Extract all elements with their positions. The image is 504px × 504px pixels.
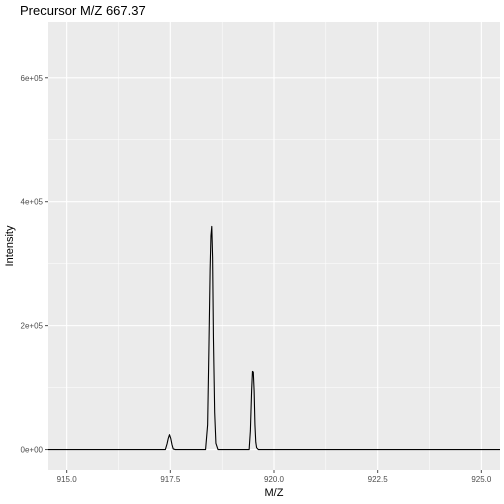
major-gridlines [48,22,500,470]
x-tick-label: 922.5 [368,475,389,484]
y-axis-title: Intensity [4,225,16,266]
series-layer [48,225,500,451]
x-axis-title: M/Z [265,487,284,499]
x-axis: 915.0 917.5 920.0 922.5 925.0 [57,470,492,484]
series-line [48,225,500,451]
y-tick-label: 2e+05 [21,322,44,331]
x-tick-label: 915.0 [57,475,78,484]
y-tick-label: 0e+00 [21,446,44,455]
y-tick-label: 4e+05 [21,198,44,207]
x-tick-label: 917.5 [160,475,181,484]
x-tick-label: 925.0 [471,475,492,484]
y-tick-label: 6e+05 [21,74,44,83]
chart-title: Precursor M/Z 667.37 [20,3,146,18]
x-tick-label: 920.0 [264,475,285,484]
y-axis: 0e+00 2e+05 4e+05 6e+05 [21,74,48,455]
